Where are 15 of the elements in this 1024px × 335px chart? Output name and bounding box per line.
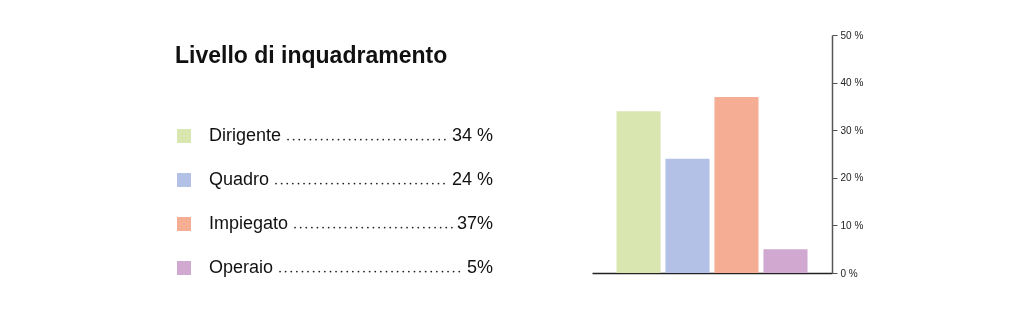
text: Livello di inquadramento: [175, 42, 448, 68]
text: 24 %: [451, 168, 493, 189]
legend-label: Operaio: [209, 257, 274, 277]
y-tick-label: 20 %: [840, 172, 864, 184]
text: 34 %: [451, 124, 493, 145]
y-tick-label: 30 %: [840, 124, 864, 136]
y-tick-label: 10 %: [840, 219, 864, 231]
legend-label: Impiegato: [209, 213, 289, 233]
y-tick-label: 40 %: [840, 77, 864, 89]
legend-label: Dirigente: [209, 125, 282, 145]
text: 37%: [456, 212, 493, 233]
text: 5%: [466, 256, 493, 277]
y-tick-label: 50 %: [840, 29, 864, 41]
legend-label: Quadro: [209, 169, 270, 189]
y-tick-label: 0 %: [840, 267, 858, 279]
